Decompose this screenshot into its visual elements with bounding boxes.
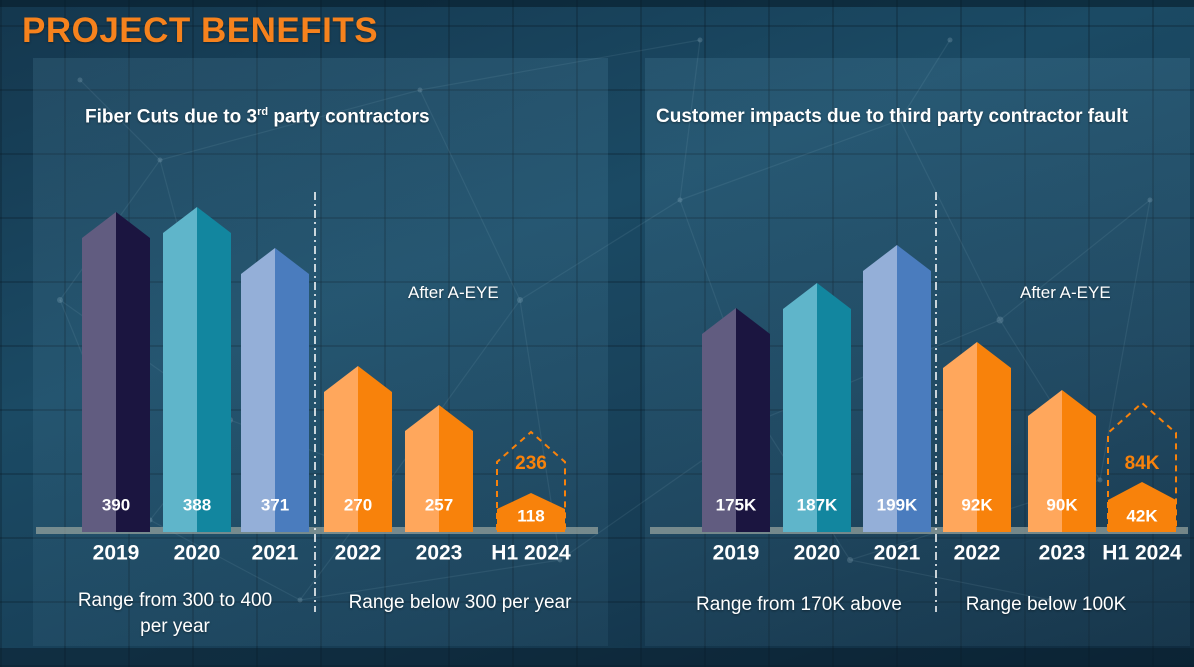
chart-0-bar-2023-left bbox=[405, 405, 439, 532]
chart-1-bar-2023-left bbox=[1028, 390, 1062, 532]
top-edge-strip bbox=[0, 0, 1194, 7]
chart-1-projected-value: 84K bbox=[1125, 453, 1160, 474]
chart-1-bar-2020-left bbox=[783, 283, 817, 532]
chart-1-bar-2022-right bbox=[977, 342, 1011, 532]
chart-0-value-2022: 270 bbox=[344, 495, 372, 514]
chart-0-value-H1 2024: 118 bbox=[517, 506, 544, 525]
chart-0-category-2023: 2023 bbox=[416, 542, 463, 565]
chart-1-bar-H1 2024-right bbox=[1142, 482, 1176, 532]
chart-1-category-2022: 2022 bbox=[954, 542, 1001, 565]
chart-title-fiber-cuts: Fiber Cuts due to 3rd party contractors bbox=[85, 106, 430, 128]
chart-1-bar-2021-left bbox=[863, 245, 897, 532]
chart-0-category-2021: 2021 bbox=[252, 542, 299, 565]
chart-1-category-2021: 2021 bbox=[874, 542, 921, 565]
chart-1-value-H1 2024: 42K bbox=[1126, 506, 1158, 525]
page-title: PROJECT BENEFITS bbox=[22, 11, 379, 50]
chart-title-fiber-cuts-pre: Fiber Cuts due to 3 bbox=[85, 106, 258, 128]
chart-0-bar-2019-left bbox=[82, 212, 116, 532]
chart-0-value-2023: 257 bbox=[425, 495, 453, 514]
caption-left-before: Range from 300 to 400 per year bbox=[40, 588, 310, 640]
caption-left-before-line1: Range from 300 to 400 bbox=[77, 590, 273, 611]
chart-0-bar-2020-right bbox=[197, 207, 231, 532]
chart-0-bar-2023-right bbox=[439, 405, 473, 532]
chart-1-value-2019: 175K bbox=[716, 495, 757, 514]
chart-1-bar-2023-right bbox=[1062, 390, 1096, 532]
chart-1-value-2021: 199K bbox=[877, 495, 918, 514]
chart-0-bar-2021-right bbox=[275, 248, 309, 532]
chart-0-value-2019: 390 bbox=[102, 495, 130, 514]
chart-1-bar-2020-right bbox=[817, 283, 851, 532]
chart-0-category-2019: 2019 bbox=[93, 542, 140, 565]
chart-0-bar-2021-left bbox=[241, 248, 275, 532]
chart-title-fiber-cuts-post: party contractors bbox=[268, 106, 430, 128]
caption-left-before-line2: per year bbox=[140, 616, 210, 637]
chart-title-customer-impacts: Customer impacts due to third party cont… bbox=[656, 106, 1128, 127]
chart-1-bar-2019-right bbox=[736, 308, 770, 532]
chart-1-category-2019: 2019 bbox=[713, 542, 760, 565]
chart-0-category-2022: 2022 bbox=[335, 542, 382, 565]
caption-left-after: Range below 300 per year bbox=[348, 592, 572, 613]
chart-1-category-2020: 2020 bbox=[794, 542, 841, 565]
chart-1-value-2023: 90K bbox=[1046, 495, 1078, 514]
chart-1-bar-H1 2024-left bbox=[1108, 482, 1142, 532]
chart-1-value-2022: 92K bbox=[961, 495, 993, 514]
chart-0-projected-outline bbox=[496, 430, 566, 531]
after-a-eye-label-left: After A-EYE bbox=[408, 283, 499, 302]
bottom-edge-strip bbox=[0, 648, 1194, 667]
chart-1-bar-2021-right bbox=[897, 245, 931, 532]
chart-title-fiber-cuts-sup: rd bbox=[257, 106, 269, 118]
chart-0-category-2020: 2020 bbox=[174, 542, 221, 565]
after-a-eye-label-right: After A-EYE bbox=[1020, 283, 1111, 302]
chart-0-projected-value: 236 bbox=[515, 453, 547, 474]
chart-0-bar-2019-right bbox=[116, 212, 150, 532]
chart-1-value-2020: 187K bbox=[797, 495, 838, 514]
chart-1-bar-2022-left bbox=[943, 342, 977, 532]
chart-0-bar-2020-left bbox=[163, 207, 197, 532]
chart-0-bar-2022-left bbox=[324, 366, 358, 532]
chart-0-bar-H1 2024-right bbox=[531, 493, 565, 532]
chart-0-value-2020: 388 bbox=[183, 495, 211, 514]
chart-1-category-H1 2024: H1 2024 bbox=[1102, 542, 1182, 565]
chart-1-category-2023: 2023 bbox=[1039, 542, 1086, 565]
caption-right-after: Range below 100K bbox=[965, 594, 1127, 615]
caption-right-before: Range from 170K above bbox=[696, 594, 902, 615]
chart-0-baseline bbox=[36, 527, 598, 534]
chart-0-value-2021: 371 bbox=[261, 495, 289, 514]
chart-0-bar-2022-right bbox=[358, 366, 392, 532]
chart-1-projected-outline bbox=[1107, 401, 1177, 531]
chart-0-category-H1 2024: H1 2024 bbox=[491, 542, 571, 565]
chart-1-bar-2019-left bbox=[702, 308, 736, 532]
chart-0-bar-H1 2024-left bbox=[497, 493, 531, 532]
